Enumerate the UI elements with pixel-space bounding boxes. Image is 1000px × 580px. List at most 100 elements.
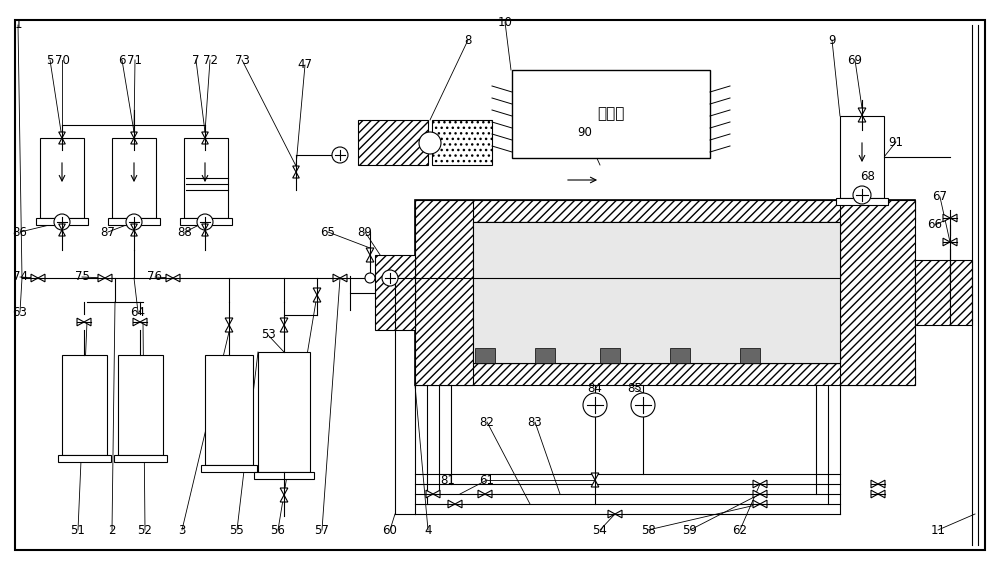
Bar — [415, 200, 473, 385]
Polygon shape — [202, 230, 208, 236]
Text: 89: 89 — [358, 226, 372, 238]
Polygon shape — [280, 325, 288, 332]
Bar — [205, 355, 253, 465]
Text: 71: 71 — [128, 53, 143, 67]
Circle shape — [365, 273, 375, 283]
Text: 电控柜: 电控柜 — [597, 107, 625, 121]
Bar — [415, 200, 915, 222]
Text: 51: 51 — [71, 524, 85, 536]
Bar — [415, 200, 915, 385]
Text: 53: 53 — [261, 328, 275, 342]
Polygon shape — [131, 224, 137, 230]
Bar — [600, 348, 620, 363]
Polygon shape — [59, 138, 65, 144]
Circle shape — [631, 393, 655, 417]
Polygon shape — [858, 108, 866, 115]
Polygon shape — [31, 274, 38, 282]
Bar — [58, 455, 111, 462]
Polygon shape — [871, 490, 878, 498]
Text: 6: 6 — [118, 53, 126, 67]
Circle shape — [126, 214, 142, 230]
Bar — [836, 198, 888, 205]
Text: 90: 90 — [578, 125, 592, 139]
Bar — [670, 348, 690, 363]
Text: 85: 85 — [628, 382, 642, 394]
Text: 75: 75 — [75, 270, 89, 284]
Polygon shape — [878, 490, 885, 498]
Polygon shape — [753, 480, 760, 488]
Polygon shape — [591, 473, 599, 480]
Polygon shape — [426, 490, 433, 498]
Polygon shape — [202, 224, 208, 230]
Polygon shape — [943, 214, 950, 222]
Bar — [840, 200, 915, 385]
Text: 2: 2 — [108, 524, 116, 536]
Text: 76: 76 — [148, 270, 162, 284]
Polygon shape — [105, 274, 112, 282]
Polygon shape — [131, 132, 137, 138]
Polygon shape — [280, 318, 288, 325]
Text: 82: 82 — [480, 415, 494, 429]
Bar — [201, 465, 257, 472]
Text: 88: 88 — [178, 226, 192, 238]
Polygon shape — [366, 255, 374, 262]
Polygon shape — [448, 500, 455, 508]
Bar — [254, 472, 314, 479]
Bar — [473, 222, 840, 363]
Circle shape — [419, 132, 441, 154]
Bar — [375, 255, 415, 330]
Bar — [62, 355, 107, 455]
Polygon shape — [858, 115, 866, 122]
Text: 54: 54 — [593, 524, 607, 536]
Text: 57: 57 — [315, 524, 329, 536]
Circle shape — [382, 270, 398, 286]
Text: 63: 63 — [13, 306, 27, 318]
Polygon shape — [433, 490, 440, 498]
Text: 59: 59 — [683, 524, 697, 536]
Text: 70: 70 — [55, 53, 69, 67]
Circle shape — [583, 393, 607, 417]
Text: 11: 11 — [930, 524, 946, 536]
Text: 8: 8 — [464, 34, 472, 46]
Polygon shape — [760, 480, 767, 488]
Polygon shape — [293, 172, 299, 178]
Polygon shape — [280, 488, 288, 495]
Polygon shape — [753, 500, 760, 508]
Bar — [180, 218, 232, 225]
Circle shape — [332, 147, 348, 163]
Polygon shape — [366, 248, 374, 255]
Bar — [432, 120, 492, 165]
Bar — [184, 138, 228, 218]
Bar — [108, 218, 160, 225]
Text: 60: 60 — [383, 524, 397, 536]
Bar — [950, 260, 972, 325]
Polygon shape — [313, 295, 321, 302]
Circle shape — [197, 214, 213, 230]
Polygon shape — [166, 274, 173, 282]
Polygon shape — [131, 138, 137, 144]
Polygon shape — [760, 490, 767, 498]
Text: 3: 3 — [178, 524, 186, 536]
Bar — [840, 116, 884, 198]
Bar — [915, 260, 950, 325]
Polygon shape — [878, 480, 885, 488]
Polygon shape — [333, 274, 340, 282]
Text: 73: 73 — [235, 53, 249, 67]
Text: 74: 74 — [12, 270, 28, 284]
Text: 52: 52 — [138, 524, 152, 536]
Bar — [114, 455, 167, 462]
Polygon shape — [84, 318, 91, 326]
Bar — [358, 120, 428, 165]
Bar — [535, 348, 555, 363]
Polygon shape — [760, 500, 767, 508]
Bar — [118, 355, 163, 455]
Text: 86: 86 — [13, 226, 27, 238]
Polygon shape — [225, 325, 233, 332]
Polygon shape — [98, 274, 105, 282]
Text: 84: 84 — [588, 382, 602, 394]
Text: 67: 67 — [932, 190, 948, 204]
Text: 69: 69 — [848, 53, 862, 67]
Text: 55: 55 — [230, 524, 244, 536]
Polygon shape — [77, 318, 84, 326]
Polygon shape — [59, 230, 65, 236]
